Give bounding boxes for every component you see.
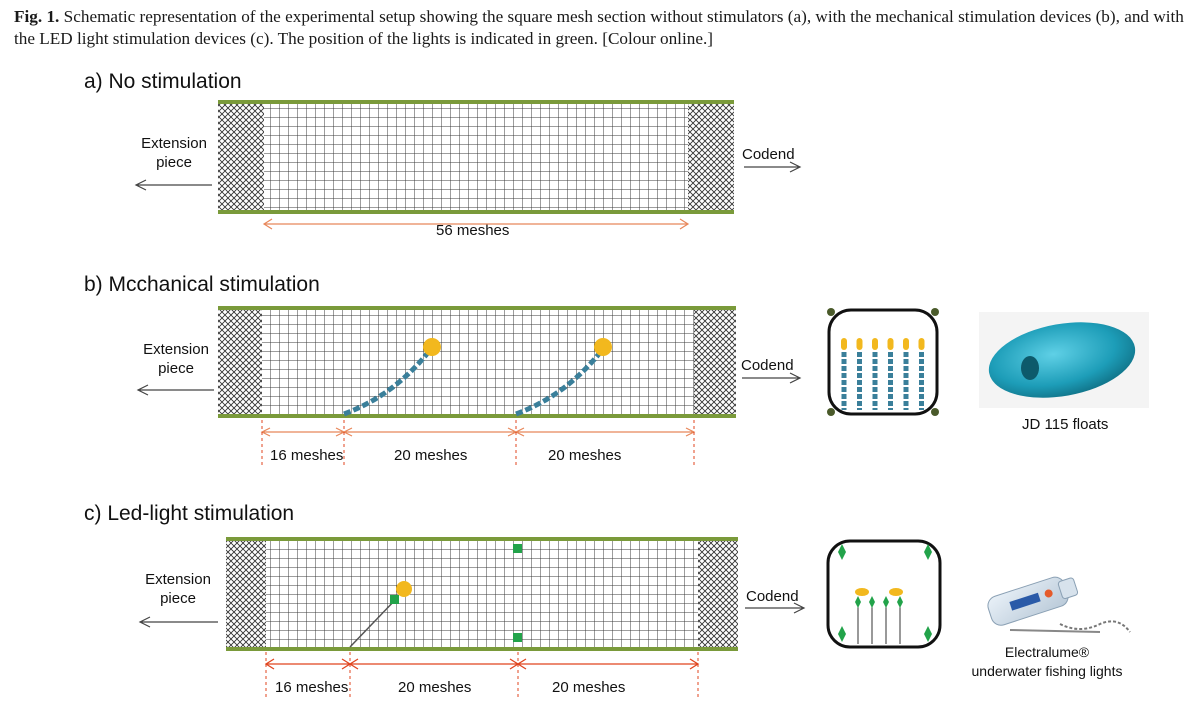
panel-b-dim-1: 16 meshes [270, 447, 344, 464]
cross-section-lights [855, 588, 903, 644]
panel-b-net [218, 306, 736, 418]
cross-float-top [856, 338, 863, 350]
codend-arrow [745, 602, 806, 614]
figure-number: Fig. 1. [14, 7, 60, 26]
panel-b-codend-label: Codend [741, 357, 794, 374]
cross-float-top [903, 338, 909, 350]
float-hole [1021, 356, 1039, 380]
panel-b-extension-label: Extension piece [134, 340, 218, 378]
light-line [349, 596, 399, 648]
square-mesh-section [264, 104, 688, 210]
cross-float-top [872, 338, 878, 350]
extension-net-left [226, 541, 266, 647]
extension-text: Extension [145, 571, 211, 588]
codend-cross-section [826, 539, 942, 649]
extension-arrow [138, 616, 218, 628]
corner-light-br [924, 626, 932, 642]
cross-led-float [855, 588, 869, 596]
dim-arrow-1 [264, 658, 352, 670]
led-light-photo [987, 576, 1131, 633]
panel-b-arrows [136, 372, 802, 466]
cross-led-light [855, 596, 861, 608]
panel-c-arrows [138, 602, 806, 700]
led-light-3 [513, 633, 522, 642]
corner-light-bl [838, 626, 846, 642]
piece-text: piece [158, 360, 194, 377]
light-chain [1059, 620, 1131, 633]
codend-net-right [698, 541, 738, 647]
panel-c-dim-3: 20 meshes [552, 679, 626, 696]
extension-text: Extension [143, 341, 209, 358]
dim-arrow-3 [514, 427, 696, 437]
panel-c-net [226, 537, 738, 651]
panel-b-dim-2: 20 meshes [394, 447, 468, 464]
extension-text: Extension [141, 135, 207, 152]
codend-cross-section [827, 308, 939, 416]
codend-arrow [742, 372, 802, 384]
light-clip [1009, 629, 1101, 633]
cross-float-top [841, 338, 847, 350]
extension-net-left [218, 310, 262, 414]
cross-led-light [883, 596, 889, 608]
figure-caption: Fig. 1. Schematic representation of the … [14, 6, 1194, 50]
dim-arrow-3 [516, 658, 700, 670]
dim-arrow-2 [348, 658, 520, 670]
piece-text: piece [160, 590, 196, 607]
led-light-1 [390, 595, 399, 604]
panel-b-cross-section [827, 308, 939, 416]
panel-c-dim-2: 20 meshes [398, 679, 472, 696]
dimension-arrow [262, 218, 690, 230]
square-mesh-section [266, 541, 698, 647]
corner-light-tl [838, 544, 846, 560]
panel-a-extension-label: Extension piece [134, 134, 214, 172]
cross-float-top [918, 338, 925, 350]
panel-a-codend-label: Codend [742, 146, 795, 163]
float-chain-1 [343, 348, 432, 417]
cross-section-floats [841, 338, 925, 410]
panel-a-net [218, 100, 734, 214]
panel-a-dimension-label: 56 meshes [436, 222, 510, 239]
extension-arrow [136, 384, 214, 396]
panel-a-title: a) No stimulation [84, 70, 242, 93]
float-chain-2 [515, 348, 604, 417]
piece-text: piece [156, 154, 192, 171]
led-light-2 [513, 544, 522, 553]
photo-caption-line-1: Electralume® [1004, 644, 1090, 660]
electralume-light-device [987, 576, 1079, 626]
cross-led-light [897, 596, 903, 608]
codend-net-right [688, 104, 734, 210]
panel-a-arrows [134, 161, 802, 230]
panel-c-cross-section [826, 539, 942, 649]
cross-led-light [869, 596, 875, 608]
caption-text: Schematic representation of the experime… [14, 7, 1184, 48]
panel-c-extension-label: Extension piece [138, 570, 218, 608]
cross-float-top [887, 338, 894, 350]
led-float [396, 581, 412, 597]
panel-c-photo-caption: Electralume® underwater fishing lights [962, 643, 1132, 681]
cross-led-float [889, 588, 903, 596]
codend-arrow [744, 161, 802, 173]
panel-c-codend-label: Codend [746, 588, 799, 605]
photo-caption-line-2: underwater fishing lights [971, 663, 1123, 679]
corner-light-tr [924, 544, 932, 560]
codend-net-right [694, 310, 736, 414]
panel-b-title: b) Mcchanical stimulation [84, 273, 320, 296]
extension-net-left [218, 104, 264, 210]
panel-c-dim-1: 16 meshes [275, 679, 349, 696]
jd115-float-body [988, 322, 1136, 398]
float-2 [594, 338, 612, 356]
dim-arrow-2 [342, 427, 518, 437]
panel-b-dim-3: 20 meshes [548, 447, 622, 464]
dim-arrow-1 [260, 427, 346, 437]
float-1 [423, 338, 441, 356]
float-photo [979, 312, 1149, 408]
extension-arrow [134, 179, 212, 191]
panel-c-title: c) Led-light stimulation [84, 502, 295, 525]
square-mesh-section [262, 310, 694, 414]
panel-b-photo-caption: JD 115 floats [1022, 416, 1109, 433]
